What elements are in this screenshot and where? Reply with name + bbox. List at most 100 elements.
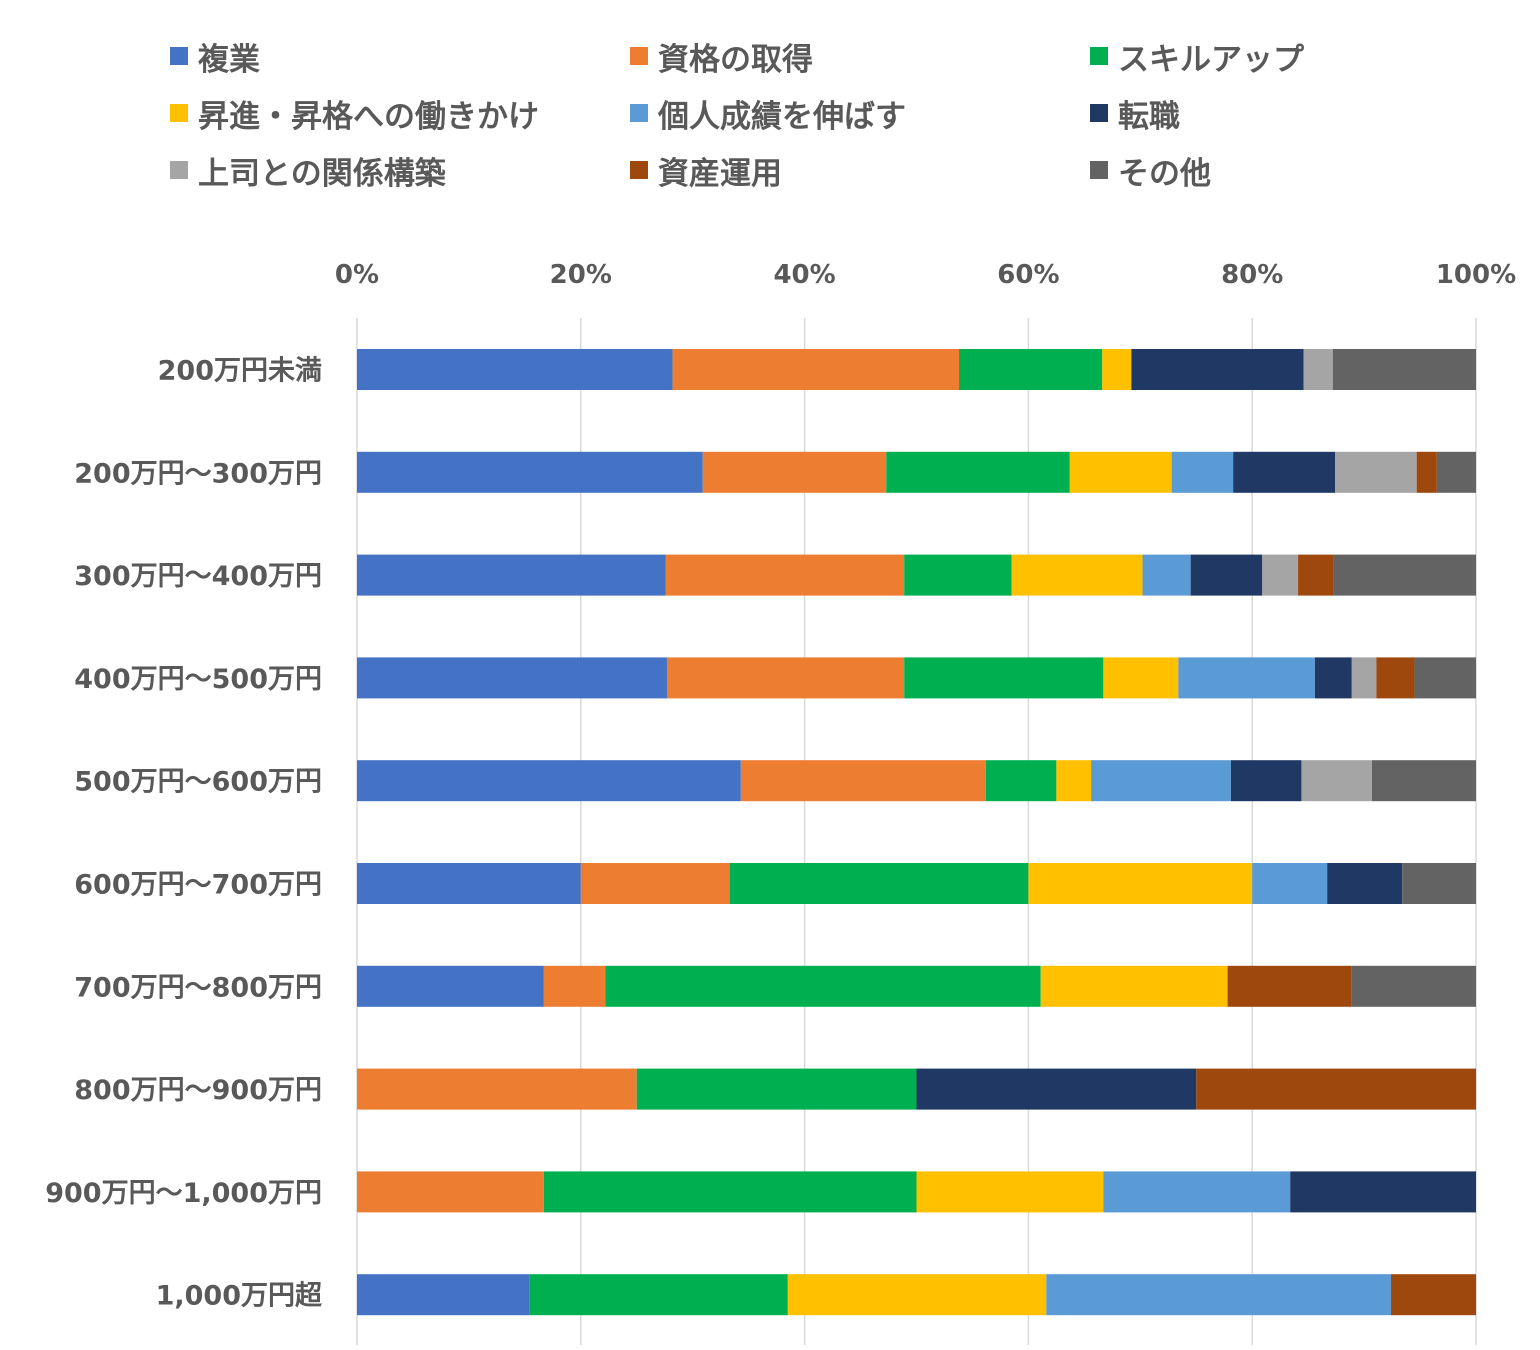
bar-segment — [1290, 1171, 1476, 1213]
legend-label: 上司との関係構築 — [198, 155, 446, 192]
bar-segment — [605, 965, 1041, 1007]
bar-segment — [904, 554, 1012, 596]
bar-segment — [636, 1068, 917, 1110]
category-label: 900万円～1,000万円 — [45, 1178, 322, 1209]
legend-swatch — [170, 161, 188, 179]
legend-label: 資産運用 — [658, 155, 782, 192]
category-label: 800万円～900万円 — [74, 1075, 322, 1106]
category-label: 200万円未満 — [158, 356, 322, 387]
bar-segment — [1171, 451, 1234, 493]
bar-segment — [357, 1274, 530, 1316]
legend-swatch — [1090, 47, 1108, 65]
category-label: 700万円～800万円 — [74, 972, 322, 1003]
category-label: 400万円～500万円 — [74, 664, 322, 695]
category-label: 500万円～600万円 — [74, 767, 322, 798]
bar-segment — [787, 1274, 1047, 1316]
bar-segment — [886, 451, 1070, 493]
legend-item: スキルアップ — [1090, 36, 1304, 78]
bar-segment — [672, 349, 960, 390]
bar-segment — [1091, 760, 1231, 802]
bar-segment — [665, 554, 905, 596]
bar-segment — [1376, 657, 1415, 699]
legend-label: その他 — [1118, 155, 1211, 192]
bar-segment — [1040, 965, 1228, 1007]
bar-segment — [1371, 760, 1476, 802]
bar-segment — [357, 760, 741, 802]
x-tick-label: 80% — [1221, 260, 1283, 290]
legend-label: 資格の取得 — [658, 41, 813, 78]
bar-segment — [580, 863, 730, 904]
x-tick-label: 100% — [1436, 260, 1516, 290]
legend-swatch — [630, 104, 648, 122]
bar-segment — [1416, 451, 1437, 493]
bar-segment — [1131, 349, 1304, 390]
bar-segment — [1298, 554, 1334, 596]
bar-segment — [1046, 1274, 1391, 1316]
legend-swatch — [1090, 161, 1108, 179]
bar-segment — [357, 1068, 637, 1110]
legend-item: 複業 — [170, 36, 260, 78]
legend-swatch — [630, 161, 648, 179]
bar-segment — [1011, 554, 1143, 596]
bar-segment — [1327, 863, 1403, 904]
bar-segment — [357, 1171, 544, 1213]
bar-segment — [1190, 554, 1263, 596]
bar-segment — [357, 349, 673, 390]
bar-segment — [904, 657, 1104, 699]
bar-segment — [357, 451, 703, 493]
bar-segment — [702, 451, 887, 493]
legend-item: 個人成績を伸ばす — [630, 93, 906, 135]
legend-item: 昇進・昇格への働きかけ — [170, 93, 539, 135]
bar-segment — [1103, 1171, 1291, 1213]
bar-segment — [985, 760, 1057, 802]
bar-segment — [959, 349, 1103, 390]
legend-label: 転職 — [1118, 98, 1180, 135]
bar-segment — [1414, 657, 1476, 699]
chart-legend: 複業 資格の取得 スキルアップ昇進・昇格への働きかけ 個人成績を伸ばす 転職上司との関係… — [170, 36, 1530, 206]
bar-segment — [357, 863, 581, 904]
bar-segment — [357, 554, 666, 596]
bar-segment — [1436, 451, 1476, 493]
bar-segment — [1196, 1068, 1476, 1110]
bar-segment — [1069, 451, 1172, 493]
bar-segment — [1056, 760, 1092, 802]
bar-segment — [1301, 760, 1372, 802]
bar-segment — [666, 657, 905, 699]
bar-segment — [1142, 554, 1191, 596]
bar-segment — [916, 1068, 1197, 1110]
legend-item: 資格の取得 — [630, 36, 813, 78]
bar-segment — [729, 863, 1029, 904]
bar-segment — [1333, 554, 1476, 596]
x-tick-label: 60% — [997, 260, 1059, 290]
legend-item: その他 — [1090, 150, 1211, 192]
legend-label: 個人成績を伸ばす — [658, 98, 906, 135]
bar-segment — [1390, 1274, 1476, 1316]
legend-swatch — [170, 104, 188, 122]
bar-segment — [1233, 451, 1336, 493]
bar-segment — [1303, 349, 1333, 390]
bar-segment — [357, 965, 544, 1007]
legend-swatch — [170, 47, 188, 65]
bar-segment — [1227, 965, 1352, 1007]
bar-segment — [1230, 760, 1302, 802]
x-tick-label: 20% — [550, 260, 612, 290]
bar-segment — [543, 1171, 917, 1213]
legend-swatch — [630, 47, 648, 65]
bar-segment — [543, 965, 606, 1007]
legend-item: 上司との関係構築 — [170, 150, 446, 192]
legend-label: スキルアップ — [1118, 41, 1304, 78]
bar-segment — [529, 1274, 788, 1316]
x-tick-label: 40% — [773, 260, 835, 290]
bar-segment — [916, 1171, 1104, 1213]
legend-item: 資産運用 — [630, 150, 782, 192]
bar-segment — [1402, 863, 1476, 904]
bar-segment — [1103, 657, 1179, 699]
bar-segment — [1351, 657, 1377, 699]
bar-segment — [1102, 349, 1132, 390]
x-tick-label: 0% — [335, 260, 379, 290]
category-label: 200万円～300万円 — [74, 458, 322, 489]
bar-segment — [1252, 863, 1328, 904]
legend-label: 複業 — [198, 41, 260, 78]
category-label: 600万円～700万円 — [74, 870, 322, 901]
